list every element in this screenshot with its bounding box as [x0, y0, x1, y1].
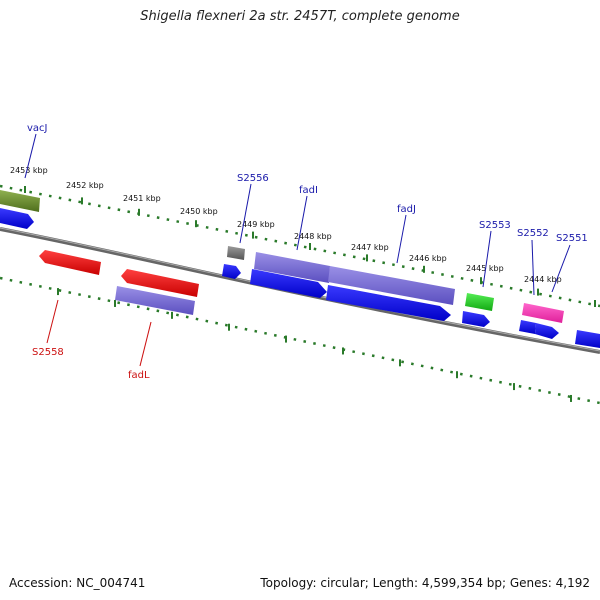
upper-scale-line — [0, 184, 600, 308]
tick-labels: 2453 kbp 2452 kbp 2451 kbp 2450 kbp 2449… — [10, 166, 562, 284]
cds-edge-feature[interactable] — [575, 330, 600, 348]
gene-label-fadJ[interactable]: fadJ — [397, 204, 416, 215]
gene-fadL-feature[interactable] — [115, 286, 195, 315]
gene-label-S2551[interactable]: S2551 — [556, 233, 588, 244]
tick-label: 2448 kbp — [294, 232, 332, 241]
cds-S2551-feature[interactable] — [535, 323, 559, 339]
leader-fadJ — [396, 214, 407, 264]
gene-S2558-feature[interactable] — [39, 250, 101, 275]
gene-S2553-feature[interactable] — [465, 293, 494, 311]
gene-label-vacJ[interactable]: vacJ — [27, 123, 48, 134]
gene-vacJ-feature[interactable] — [0, 190, 40, 212]
cds-S2552-feature[interactable] — [519, 320, 536, 334]
gene-S2552-feature[interactable] — [522, 303, 564, 323]
leader-S2553 — [482, 230, 492, 288]
accession-text: Accession: NC_004741 — [9, 576, 146, 590]
cds-S2556-feature[interactable] — [222, 264, 241, 279]
gene-fadI-feature[interactable] — [254, 252, 330, 283]
map-title: Shigella flexneri 2a str. 2457T, complet… — [140, 9, 460, 24]
genome-summary-text: Topology: circular; Length: 4,599,354 bp… — [260, 576, 590, 590]
leader-fadI — [296, 195, 308, 251]
gene-label-S2552[interactable]: S2552 — [517, 228, 549, 239]
tick-label: 2453 kbp — [10, 166, 48, 175]
tick-label: 2452 kbp — [66, 181, 104, 190]
leader-fadL — [139, 321, 152, 367]
tick-label: 2447 kbp — [351, 243, 389, 252]
tick-label: 2446 kbp — [409, 254, 447, 263]
gene-fadL-feature-red[interactable] — [121, 269, 199, 297]
genome-backbone-highlight — [0, 227, 600, 352]
gene-label-S2558[interactable]: S2558 — [32, 347, 64, 358]
leader-S2552 — [531, 239, 535, 296]
cds-fadI-feature[interactable] — [250, 269, 327, 298]
gene-label-fadL[interactable]: fadL — [128, 370, 150, 381]
leader-vacJ — [24, 133, 37, 179]
gene-fadJ-feature[interactable] — [328, 266, 455, 305]
cds-vacJ-feature[interactable] — [0, 208, 34, 229]
gene-label-S2556[interactable]: S2556 — [237, 173, 269, 184]
tick-label: 2449 kbp — [237, 220, 275, 229]
cds-fadJ-feature[interactable] — [326, 285, 451, 321]
tick-label: 2450 kbp — [180, 207, 218, 216]
gene-S2556-feature[interactable] — [227, 246, 245, 260]
genome-backbone — [0, 227, 600, 354]
cds-S2553-feature[interactable] — [462, 311, 490, 327]
lower-scale-line — [0, 276, 600, 405]
gene-label-fadI[interactable]: fadI — [299, 185, 318, 196]
leader-S2551 — [551, 244, 571, 293]
tick-label: 2451 kbp — [123, 194, 161, 203]
major-ticks — [24, 186, 596, 402]
tick-label: 2444 kbp — [524, 275, 562, 284]
tick-label: 2445 kbp — [466, 264, 504, 273]
leader-S2558 — [46, 299, 59, 344]
leader-S2556 — [239, 183, 252, 244]
gene-label-S2553[interactable]: S2553 — [479, 220, 511, 231]
